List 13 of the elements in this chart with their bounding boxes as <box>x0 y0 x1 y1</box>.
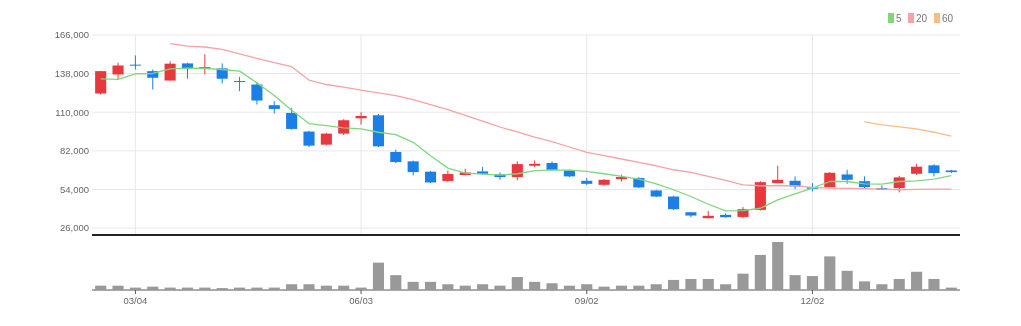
x-tick-label: 09/02 <box>574 295 599 306</box>
y-tick-label: 110,000 <box>55 106 89 118</box>
x-tick-label: 03/04 <box>123 295 148 306</box>
y-tick-label: 26,000 <box>59 222 89 234</box>
y-tick-label: 82,000 <box>59 145 89 157</box>
y-tick-label: 166,000 <box>54 29 89 41</box>
y-tick-label: 138,000 <box>54 67 89 79</box>
legend-label: 5 <box>896 12 902 24</box>
y-tick-label: 54,000 <box>59 183 89 195</box>
x-tick-label: 06/03 <box>349 295 373 306</box>
legend-label: 20 <box>916 12 928 24</box>
legend-label: 60 <box>942 12 954 24</box>
x-tick-label: 12/02 <box>800 295 825 306</box>
